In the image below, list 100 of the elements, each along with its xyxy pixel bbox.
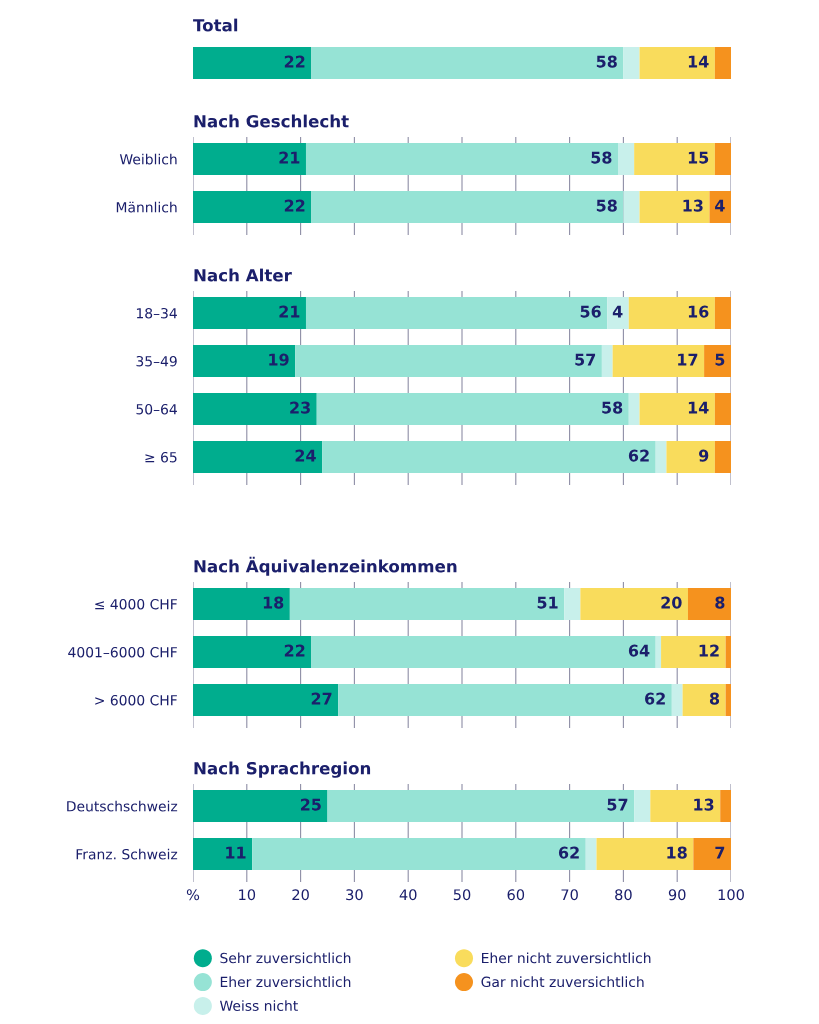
x-tick-label: 50 bbox=[453, 889, 471, 901]
data-label: 58 bbox=[602, 401, 623, 414]
data-label: 12 bbox=[699, 644, 719, 657]
bar bbox=[311, 191, 624, 223]
data-label: 19 bbox=[269, 353, 289, 366]
data-label: 5 bbox=[715, 353, 725, 366]
data-label: 58 bbox=[596, 55, 617, 68]
y-tick-label: 50–64 bbox=[136, 403, 177, 415]
y-tick-label: Franz. Schweiz bbox=[76, 848, 178, 860]
bar bbox=[193, 393, 317, 425]
data-label: 57 bbox=[607, 798, 628, 811]
bar bbox=[725, 684, 731, 716]
legend-label: Eher zuversichtlich bbox=[220, 976, 351, 988]
data-label: 24 bbox=[295, 449, 316, 462]
bar bbox=[693, 838, 731, 870]
bar bbox=[618, 143, 635, 175]
data-label: 8 bbox=[709, 692, 720, 705]
bar bbox=[316, 393, 629, 425]
bar bbox=[628, 393, 640, 425]
data-label: 62 bbox=[558, 846, 579, 859]
data-label: 22 bbox=[284, 55, 305, 68]
bar bbox=[289, 588, 565, 620]
x-tick-label: 30 bbox=[346, 889, 363, 901]
bar bbox=[623, 47, 640, 79]
y-tick-label: 18–34 bbox=[136, 307, 177, 319]
bar bbox=[596, 838, 694, 870]
data-label: 56 bbox=[580, 305, 601, 318]
bar bbox=[327, 790, 635, 822]
bar bbox=[623, 191, 640, 223]
bar bbox=[295, 345, 602, 377]
data-label: 8 bbox=[715, 596, 725, 609]
data-label: 4 bbox=[612, 305, 623, 318]
data-label: 13 bbox=[683, 199, 703, 212]
bar bbox=[193, 838, 253, 870]
bar bbox=[628, 297, 715, 329]
bar bbox=[634, 143, 715, 175]
data-label: 27 bbox=[311, 692, 332, 705]
bar bbox=[725, 636, 731, 668]
bar bbox=[193, 345, 296, 377]
bar bbox=[714, 441, 731, 473]
x-tick-label: 20 bbox=[292, 889, 309, 901]
data-label: 18 bbox=[667, 846, 687, 859]
bar bbox=[193, 790, 328, 822]
bar bbox=[720, 790, 731, 822]
bar bbox=[311, 47, 624, 79]
bar bbox=[193, 441, 323, 473]
bar bbox=[655, 441, 667, 473]
bar bbox=[639, 47, 715, 79]
bar bbox=[634, 790, 651, 822]
bar bbox=[193, 191, 312, 223]
data-label: 16 bbox=[688, 305, 709, 318]
bar bbox=[666, 441, 715, 473]
y-tick-label: 35–49 bbox=[136, 355, 177, 367]
bar bbox=[193, 684, 339, 716]
bar bbox=[704, 345, 731, 377]
data-label: 64 bbox=[628, 644, 650, 657]
data-label: 14 bbox=[688, 401, 709, 414]
bar bbox=[714, 47, 731, 79]
bar bbox=[193, 47, 312, 79]
data-label: 23 bbox=[290, 401, 310, 414]
data-label: 15 bbox=[688, 151, 709, 164]
legend-label: Gar nicht zuversichtlich bbox=[481, 976, 644, 988]
data-label: 21 bbox=[279, 151, 300, 164]
bar bbox=[639, 191, 710, 223]
bar bbox=[193, 143, 306, 175]
bar bbox=[714, 143, 731, 175]
bar bbox=[305, 297, 608, 329]
bar bbox=[580, 588, 688, 620]
x-tick-label: 90 bbox=[668, 889, 686, 901]
data-label: 22 bbox=[284, 199, 305, 212]
y-tick-label: ≤ 4000 CHF bbox=[95, 598, 177, 610]
x-tick-label: 40 bbox=[399, 889, 417, 901]
bar bbox=[585, 838, 597, 870]
bar bbox=[193, 297, 306, 329]
data-label: 58 bbox=[591, 151, 612, 164]
bar bbox=[338, 684, 672, 716]
bar bbox=[709, 191, 731, 223]
data-label: 20 bbox=[661, 596, 682, 609]
data-label: 13 bbox=[694, 798, 714, 811]
data-label: 9 bbox=[699, 449, 709, 462]
chart-title: Nach Äquivalenzeinkommen bbox=[194, 556, 457, 576]
x-tick-label: 60 bbox=[507, 889, 525, 901]
legend-label: Eher nicht zuversichtlich bbox=[482, 952, 651, 964]
bar bbox=[564, 588, 581, 620]
bar bbox=[252, 838, 586, 870]
data-label: 14 bbox=[688, 55, 709, 68]
bar bbox=[661, 636, 726, 668]
data-label: 18 bbox=[263, 596, 284, 609]
y-tick-label: Deutschschweiz bbox=[67, 800, 178, 812]
legend-label: Weiss nicht bbox=[219, 1000, 298, 1011]
chart-title: Nach Alter bbox=[194, 268, 292, 282]
data-label: 25 bbox=[300, 798, 321, 811]
y-tick-label: > 6000 CHF bbox=[95, 694, 177, 706]
data-label: 62 bbox=[645, 692, 665, 705]
y-tick-label: Männlich bbox=[116, 201, 177, 213]
bar bbox=[193, 588, 290, 620]
data-label: 62 bbox=[628, 449, 649, 462]
data-label: 57 bbox=[575, 353, 596, 366]
bar bbox=[612, 345, 705, 377]
bar bbox=[193, 636, 312, 668]
